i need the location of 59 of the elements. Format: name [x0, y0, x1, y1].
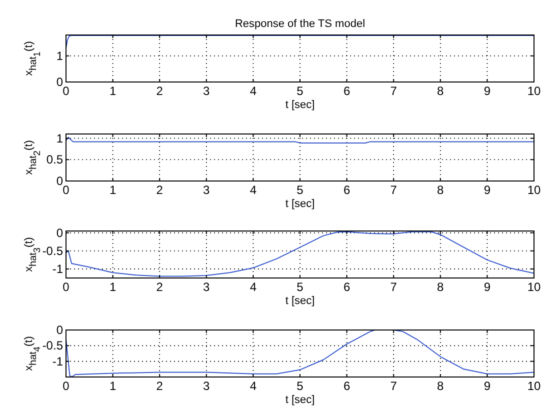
x-tick-label: 1 [109, 84, 116, 98]
x-tick-label: 4 [250, 183, 257, 197]
x-tick-label: 2 [156, 280, 164, 294]
x-axis-title: t [sec] [285, 198, 315, 210]
x-tick-label: 6 [343, 183, 350, 197]
x-tick-label: 2 [156, 183, 164, 197]
y-tick-label: 1 [56, 48, 64, 63]
x-tick-label: 8 [437, 183, 444, 197]
y-tick-label: -1 [52, 262, 64, 276]
line-series [66, 35, 534, 49]
x-tick-label: 5 [296, 183, 304, 197]
y-tick-label: 1 [56, 131, 64, 146]
x-axis-title: t [sec] [285, 295, 315, 307]
x-tick-label: 7 [390, 183, 398, 197]
x-tick-label: 2 [156, 379, 164, 393]
x-tick-label: 8 [437, 280, 444, 294]
x-tick-label: 4 [250, 379, 257, 393]
x-tick-label: 8 [437, 84, 444, 98]
x-tick-label: 9 [484, 280, 491, 294]
y-tick-label: -1 [52, 354, 64, 368]
x-tick-label: 7 [390, 379, 398, 393]
x-tick-label: 3 [203, 183, 210, 197]
line-series [66, 231, 534, 277]
x-tick-label: 1 [109, 280, 116, 294]
x-tick-label: 10 [527, 183, 541, 197]
x-tick-label: 9 [484, 379, 491, 393]
x-tick-label: 4 [250, 84, 257, 98]
x-tick-label: 9 [484, 183, 491, 197]
x-tick-label: 9 [484, 84, 491, 98]
y-tick-label: 0 [56, 174, 64, 188]
x-tick-label: 8 [437, 379, 444, 393]
y-tick-label: -0.5 [42, 338, 64, 353]
y-tick-label: 0.5 [46, 152, 64, 167]
x-tick-label: 2 [156, 84, 164, 98]
x-axis-title: t [sec] [285, 394, 315, 406]
y-tick-label: 0 [56, 323, 64, 337]
y-tick-label: 0 [56, 75, 64, 89]
x-axis-title: t [sec] [285, 99, 315, 111]
x-tick-label: 6 [343, 84, 350, 98]
x-tick-label: 3 [203, 379, 210, 393]
x-tick-label: 7 [390, 84, 398, 98]
x-tick-label: 5 [296, 280, 304, 294]
x-tick-label: 5 [296, 379, 304, 393]
y-tick-label: -0.5 [42, 244, 64, 258]
x-tick-label: 7 [390, 280, 398, 294]
x-tick-label: 4 [250, 280, 257, 294]
x-tick-label: 6 [343, 280, 350, 294]
x-tick-label: 1 [109, 379, 116, 393]
x-tick-label: 10 [527, 84, 541, 98]
x-tick-label: 10 [527, 280, 541, 294]
line-series [66, 330, 534, 377]
x-tick-label: 10 [527, 379, 541, 393]
x-tick-label: 3 [203, 280, 210, 294]
x-tick-label: 1 [109, 183, 116, 197]
y-tick-label: 0 [56, 226, 64, 240]
x-tick-label: 5 [296, 84, 304, 98]
chart-title: Response of the TS model [234, 18, 366, 30]
x-tick-label: 3 [203, 84, 210, 98]
x-tick-label: 6 [343, 379, 350, 393]
